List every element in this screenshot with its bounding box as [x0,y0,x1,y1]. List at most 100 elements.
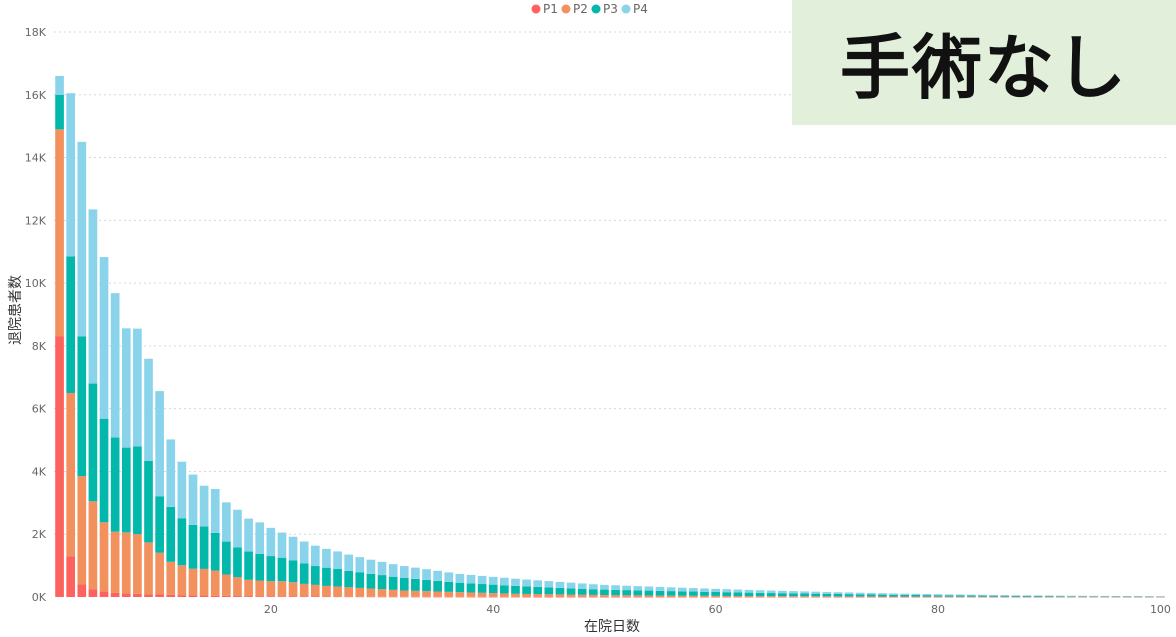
bar-segment-p2[interactable] [666,595,676,597]
bar-segment-p1[interactable] [533,596,543,598]
bar-segment-p4[interactable] [166,439,176,507]
bar-segment-p4[interactable] [800,591,809,594]
bar-segment-p1[interactable] [811,596,821,598]
bar-segment-p2[interactable] [978,596,987,598]
bar-segment-p3[interactable] [333,569,342,587]
bar-segment-p2[interactable] [455,592,465,597]
bar-segment-p4[interactable] [1111,596,1121,597]
bar-segment-p1[interactable] [633,596,643,598]
bar-segment-p1[interactable] [466,596,476,598]
bar-segment-p1[interactable] [689,596,698,598]
bar-segment-p1[interactable] [222,595,231,597]
bar-segment-p2[interactable] [177,565,187,596]
bar-segment-p4[interactable] [110,293,120,438]
bar-segment-p2[interactable] [155,552,164,595]
bar-segment-p1[interactable] [522,596,531,598]
bar-segment-p4[interactable] [878,593,887,595]
bar-segment-p4[interactable] [955,594,965,596]
bar-segment-p3[interactable] [444,581,454,592]
bar-segment-p4[interactable] [233,509,242,548]
bar-segment-p2[interactable] [689,595,698,597]
bar-segment-p2[interactable] [755,596,765,597]
bar-segment-p4[interactable] [700,588,709,592]
bar-segment-p2[interactable] [967,596,976,598]
bar-segment-p2[interactable] [166,561,176,595]
bar-segment-p3[interactable] [1056,596,1065,597]
bar-segment-p2[interactable] [277,581,287,597]
bar-segment-p2[interactable] [1000,596,1010,598]
bar-segment-p1[interactable] [600,596,609,598]
bar-segment-p4[interactable] [411,567,420,579]
bar-segment-p2[interactable] [500,593,509,597]
bar-segment-p1[interactable] [244,596,253,597]
bar-segment-p3[interactable] [88,383,98,502]
bar-segment-p4[interactable] [833,592,843,594]
bar-segment-p2[interactable] [700,595,709,597]
bar-segment-p4[interactable] [889,593,898,595]
bar-segment-p3[interactable] [166,506,176,562]
bar-segment-p2[interactable] [533,594,543,597]
bar-segment-p1[interactable] [177,595,187,597]
bar-segment-p4[interactable] [911,593,921,595]
bar-segment-p3[interactable] [377,575,387,590]
bar-segment-p2[interactable] [222,574,231,596]
bar-segment-p3[interactable] [666,591,676,596]
bar-segment-p2[interactable] [444,591,454,597]
bar-segment-p4[interactable] [944,594,954,596]
bar-segment-p1[interactable] [900,596,910,598]
bar-segment-p1[interactable] [700,596,709,598]
bar-segment-p2[interactable] [1156,596,1165,598]
bar-segment-p4[interactable] [88,209,98,384]
bar-segment-p3[interactable] [733,592,743,597]
bar-segment-p3[interactable] [811,593,821,597]
bar-segment-p3[interactable] [77,336,87,477]
bar-segment-p3[interactable] [978,595,987,597]
bar-segment-p2[interactable] [1111,596,1121,598]
bar-segment-p1[interactable] [733,596,743,598]
bar-segment-p1[interactable] [944,596,954,598]
bar-segment-p3[interactable] [967,595,976,597]
bar-segment-p4[interactable] [555,581,565,588]
bar-segment-p2[interactable] [355,587,365,597]
bar-segment-p3[interactable] [433,580,442,592]
bar-segment-p2[interactable] [655,595,665,597]
bar-segment-p1[interactable] [188,595,198,597]
bar-segment-p2[interactable] [1011,596,1021,598]
bar-segment-p2[interactable] [288,582,298,597]
bar-segment-p1[interactable] [266,596,276,597]
bar-segment-p2[interactable] [133,534,142,594]
bar-segment-p4[interactable] [210,489,220,533]
bar-segment-p3[interactable] [121,447,131,533]
bar-segment-p4[interactable] [1022,595,1032,596]
bar-segment-p1[interactable] [55,336,64,597]
bar-segment-p3[interactable] [177,518,187,566]
bar-segment-p3[interactable] [322,567,331,586]
bar-segment-p1[interactable] [166,594,176,597]
bar-segment-p4[interactable] [455,573,465,583]
bar-segment-p3[interactable] [844,594,854,597]
bar-segment-p2[interactable] [744,596,754,597]
bar-segment-p3[interactable] [110,437,120,532]
bar-segment-p1[interactable] [399,596,409,598]
bar-segment-p3[interactable] [388,576,398,590]
bar-segment-p3[interactable] [1044,596,1054,597]
bar-segment-p3[interactable] [188,524,198,569]
bar-segment-p1[interactable] [110,592,120,597]
bar-segment-p3[interactable] [366,573,376,589]
bar-segment-p3[interactable] [244,551,253,580]
bar-segment-p1[interactable] [99,591,109,597]
bar-segment-p4[interactable] [566,582,576,589]
bar-segment-p4[interactable] [433,570,442,581]
bar-segment-p1[interactable] [611,596,620,598]
bar-segment-p4[interactable] [1133,596,1143,597]
bar-segment-p1[interactable] [422,596,431,598]
bar-segment-p2[interactable] [1067,596,1076,598]
bar-segment-p2[interactable] [511,593,520,597]
bar-segment-p4[interactable] [989,594,998,596]
bar-segment-p2[interactable] [110,531,120,593]
bar-segment-p1[interactable] [666,596,676,598]
bar-segment-p4[interactable] [1122,596,1132,597]
bar-segment-p3[interactable] [644,590,654,596]
bar-segment-p2[interactable] [344,587,354,597]
bar-segment-p1[interactable] [744,596,754,598]
